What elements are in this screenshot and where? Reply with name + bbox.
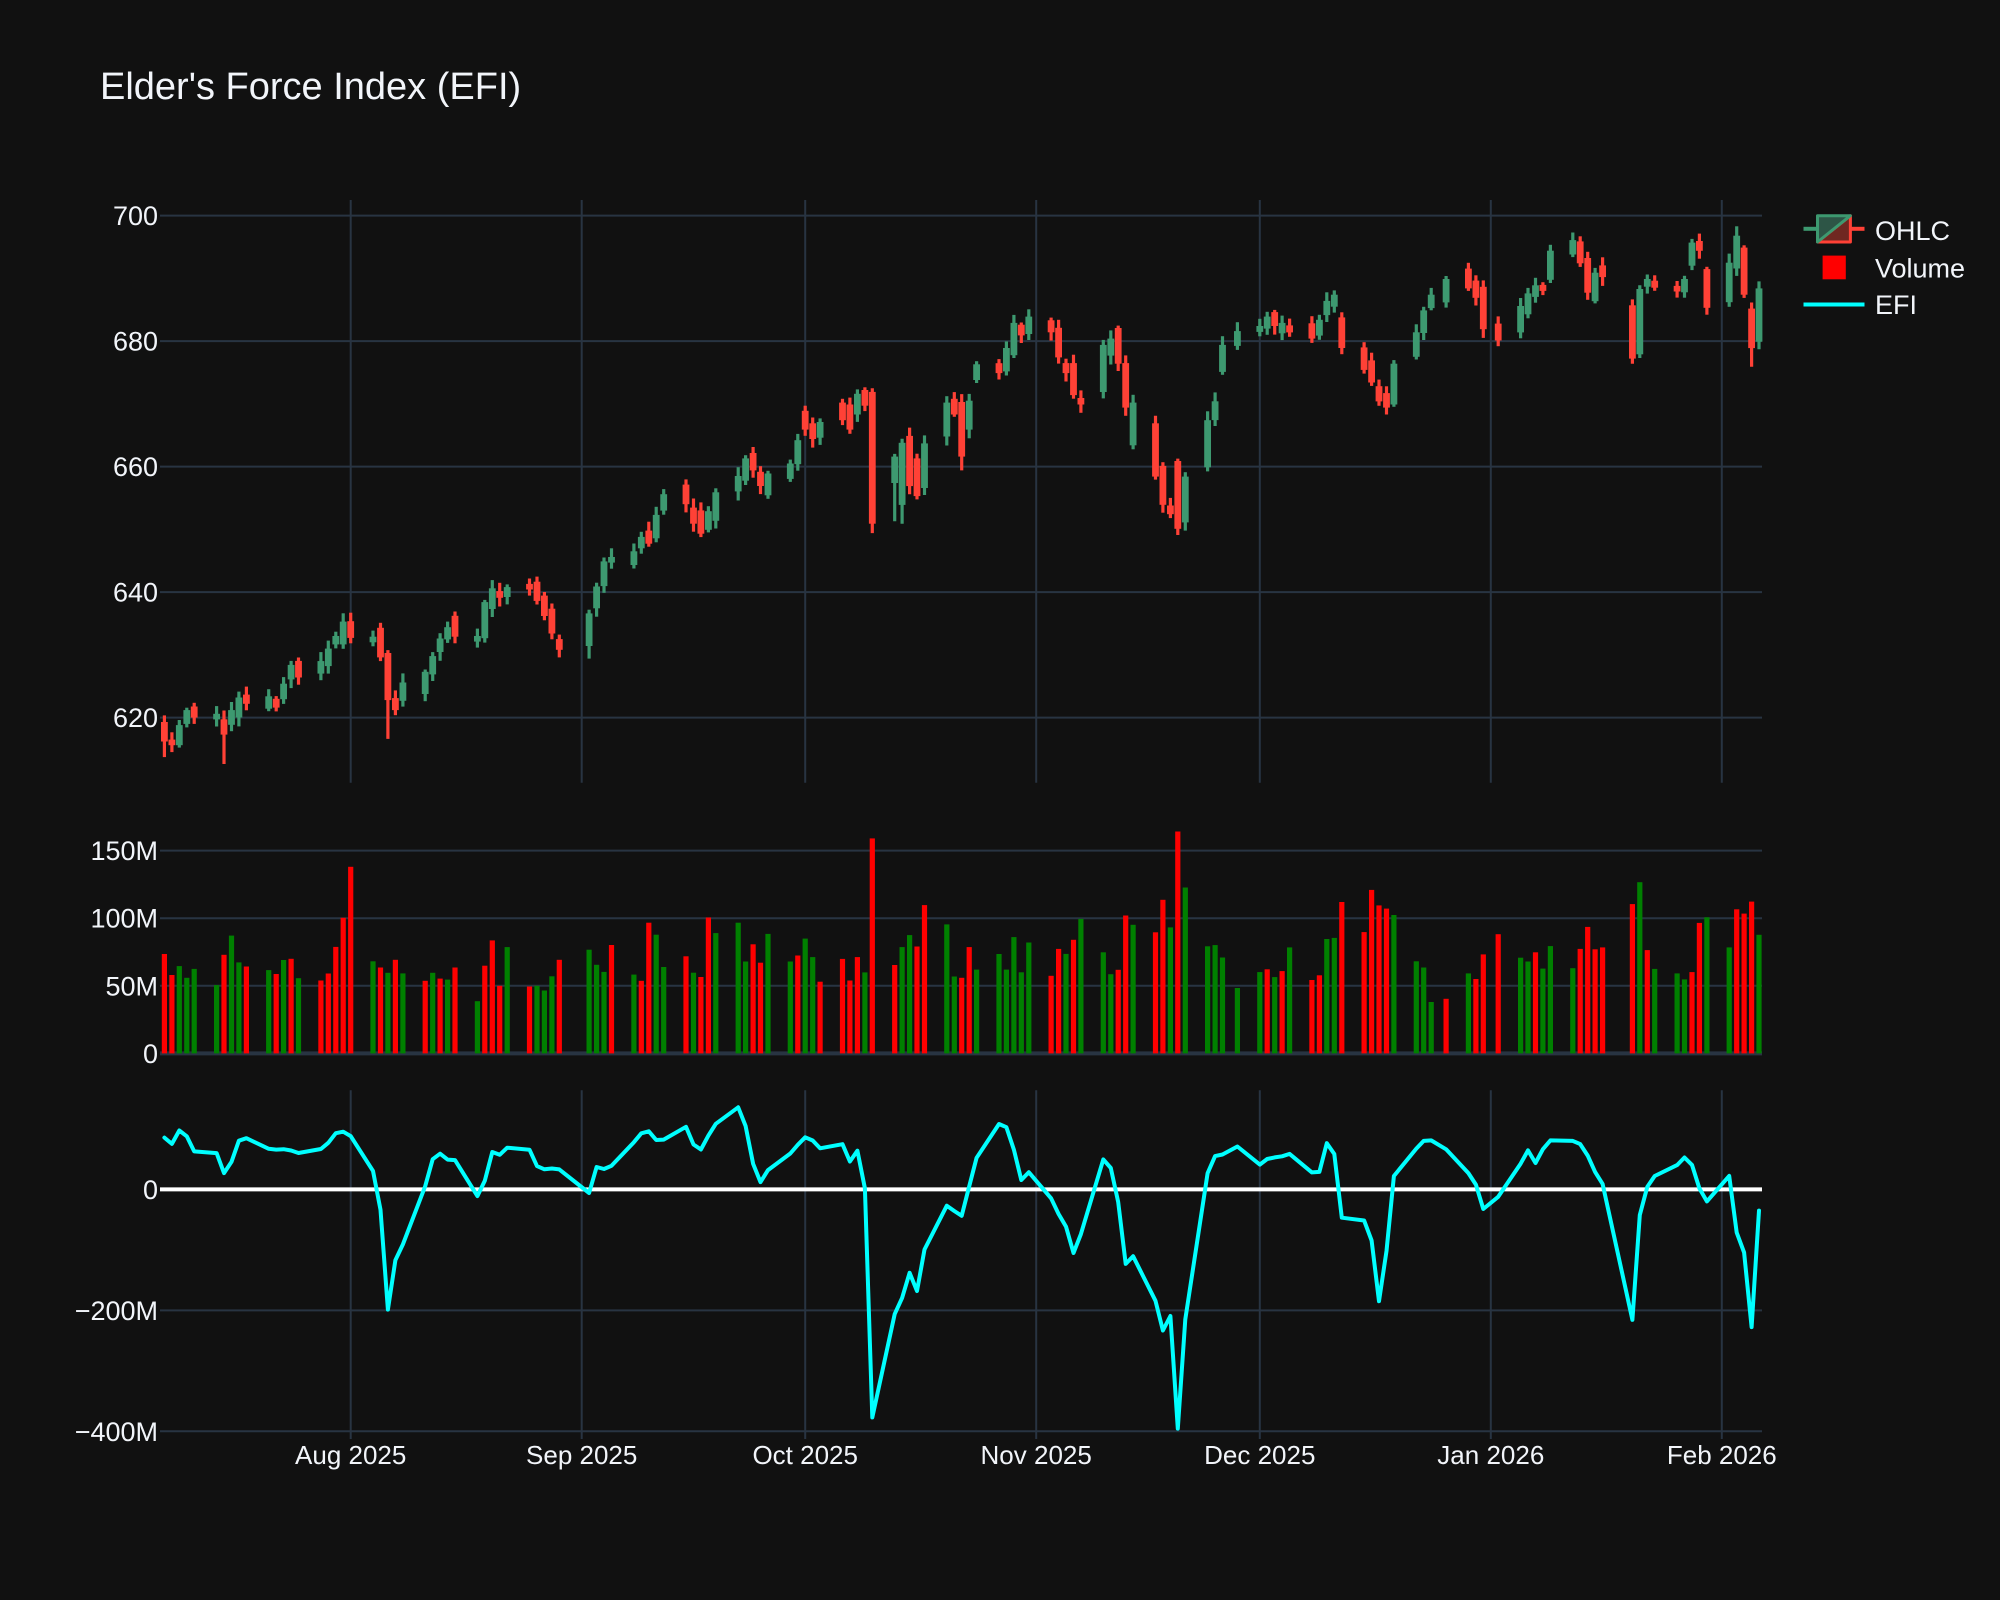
svg-text:150M: 150M bbox=[90, 836, 158, 866]
svg-text:OHLC: OHLC bbox=[1875, 216, 1950, 246]
svg-text:Dec 2025: Dec 2025 bbox=[1204, 1440, 1315, 1470]
svg-text:−400M: −400M bbox=[75, 1417, 158, 1447]
svg-text:Nov 2025: Nov 2025 bbox=[981, 1440, 1092, 1470]
svg-text:Feb 2026: Feb 2026 bbox=[1667, 1440, 1777, 1470]
svg-text:620: 620 bbox=[113, 703, 158, 733]
svg-text:Volume: Volume bbox=[1875, 254, 1965, 284]
svg-text:640: 640 bbox=[113, 578, 158, 608]
svg-text:700: 700 bbox=[113, 201, 158, 231]
svg-text:680: 680 bbox=[113, 327, 158, 357]
svg-text:EFI: EFI bbox=[1875, 290, 1917, 320]
svg-text:100M: 100M bbox=[90, 904, 158, 934]
svg-text:0: 0 bbox=[143, 1039, 158, 1069]
svg-text:Elder's Force Index (EFI): Elder's Force Index (EFI) bbox=[100, 66, 521, 108]
svg-text:Oct 2025: Oct 2025 bbox=[752, 1440, 858, 1470]
svg-text:0: 0 bbox=[143, 1175, 158, 1205]
svg-text:Sep 2025: Sep 2025 bbox=[526, 1440, 637, 1470]
svg-text:−200M: −200M bbox=[75, 1296, 158, 1326]
svg-text:Jan 2026: Jan 2026 bbox=[1437, 1440, 1544, 1470]
svg-text:660: 660 bbox=[113, 452, 158, 482]
svg-text:Aug 2025: Aug 2025 bbox=[295, 1440, 406, 1470]
svg-text:50M: 50M bbox=[105, 971, 158, 1001]
